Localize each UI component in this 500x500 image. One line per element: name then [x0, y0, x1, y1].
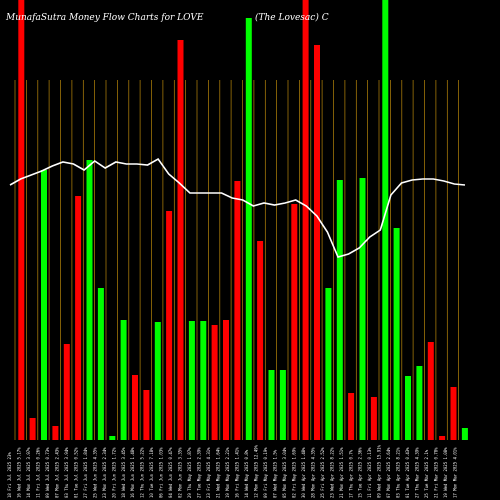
x-tick-label: 23 Mon Jun 2025 2.34%: [102, 447, 107, 498]
x-tick-label: 04 Wed Jun 2025 0.47%: [168, 447, 173, 498]
bar-up: [268, 370, 275, 440]
x-tick-label: 05 Mon May 2025 3.04%: [282, 447, 287, 498]
x-tick-label: 19 Mon May 2025 2.21%: [225, 447, 230, 498]
x-tick-label: 14 Mon Jul 2025 3.97%: [26, 447, 31, 498]
x-tick-label: 20 Fri Jun 2025 1.72%: [111, 447, 116, 498]
x-tick-label: 09 Fri May 2025 0.19%: [263, 447, 268, 498]
bar-up: [86, 160, 93, 440]
x-tick-label: 18 Wed Jun 2025 3.45%: [121, 447, 126, 498]
x-tick-label: 27 Tue May 2025 2.39%: [197, 447, 202, 498]
x-tick-label: 25 Wed Jun 2025 4.35%: [92, 447, 97, 498]
x-tick-label: 27 Thu Mar 2025 4.39%: [415, 447, 420, 498]
chart-subtitle: (The Lovesac) C: [255, 12, 329, 23]
x-tick-label: 25 Fri Apr 2025 2.52%: [320, 447, 325, 498]
bar-up: [188, 321, 195, 440]
bar-down: [234, 181, 241, 440]
x-tick-label: 14 Wed May 2025 0.8%: [244, 449, 249, 498]
bar-down: [52, 426, 59, 440]
bar-down: [348, 393, 355, 440]
x-tick-label: 02 Fri May 2025 1.69%: [291, 447, 296, 498]
x-tick-label: 07 Mon Apr 2025 2.64%: [386, 447, 391, 498]
bar-down: [302, 0, 309, 440]
bar-up: [382, 0, 389, 440]
x-tick-label: 16 Mon Jun 2025 1.48%: [130, 447, 135, 498]
bar-down: [223, 320, 229, 440]
bar-up: [405, 376, 411, 440]
x-tick-label: 23 Wed Apr 2025 8.22%: [329, 447, 334, 498]
x-tick-label: 27 Fri Jun 2025 1.84%: [83, 447, 88, 498]
x-tick-label: 01 Tue Apr 2025 0.43%: [405, 447, 410, 498]
bar-down: [29, 418, 36, 440]
bar-down: [75, 196, 82, 440]
x-tick-label: 12 Thu Jun 2025 5.22%: [140, 447, 145, 498]
bar-up: [245, 18, 252, 440]
x-tick-label: 23 Fri May 2025 4.31%: [206, 447, 211, 498]
chart-title: MunafaSutra Money Flow Charts for LOVE: [5, 13, 204, 23]
x-tick-label: 07 Mon Jul 2025 2.43%: [54, 447, 59, 498]
bar-up: [416, 366, 423, 440]
x-tick-label: 16 Wed Jul 2025 5.17%: [17, 447, 22, 498]
bar-down: [439, 436, 446, 440]
x-tick-label: 17 Mon Mar 2025 4.01%: [453, 447, 458, 498]
bar-up: [461, 428, 468, 440]
x-tick-label: 11 Fri Apr 2025 0.13%: [367, 447, 372, 498]
bar-up: [120, 320, 127, 440]
x-tick-label: 09 Wed Apr 2025 15.91%: [377, 444, 382, 498]
x-axis-tick-labels: 18 Fri Jul 2025 23% 16 Wed Jul 2025 5.17%…: [7, 444, 458, 498]
x-tick-label: 19 Wed Mar 2025 1.08%: [443, 447, 448, 498]
x-tick-label: 09 Wed Jul 2025 0.73%: [45, 447, 50, 498]
x-tick-label: 03 Thu Apr 2025 8.21%: [396, 447, 401, 498]
bar-up: [325, 288, 332, 440]
bar-down: [450, 387, 457, 440]
bar-up: [154, 322, 161, 440]
x-tick-label: 10 Tue Jun 2025 7.18%: [149, 447, 154, 498]
bar-up: [393, 228, 400, 440]
x-tick-label: 29 Thu May 2025 1.87%: [187, 447, 192, 498]
x-tick-label: 25 Tue Mar 2025 2.1%: [424, 449, 429, 498]
bar-down: [132, 375, 138, 440]
line-layer: [9, 157, 466, 258]
x-tick-label: 21 Mon Apr 2025 1.51%: [339, 447, 344, 498]
x-tick-label: 21 Fri Mar 2025 0.78%: [434, 447, 439, 498]
x-tick-label: 11 Fri Jul 2025 0.26%: [35, 447, 40, 498]
bar-up: [200, 321, 207, 440]
x-tick-label: 17 Thu Apr 2025 0.7%: [348, 449, 353, 498]
x-tick-label: 07 Wed May 2025 1.5%: [272, 449, 277, 498]
grid-lines: [14, 80, 459, 440]
bar-down: [63, 344, 70, 440]
bar-down: [143, 390, 150, 440]
bars-layer: [18, 0, 468, 440]
x-tick-label: 28 Mon Apr 2025 4.35%: [310, 447, 315, 498]
x-tick-label: 18 Fri Jul 2025 23%: [7, 452, 12, 498]
bar-down: [211, 325, 218, 440]
bar-down: [427, 342, 434, 440]
bar-up: [41, 170, 47, 440]
bar-down: [177, 40, 184, 440]
bar-up: [109, 436, 116, 440]
money-flow-line: [9, 157, 466, 258]
x-tick-label: 06 Fri Jun 2025 1.03%: [159, 447, 164, 498]
bar-up: [279, 370, 286, 440]
bar-up: [97, 288, 104, 440]
x-tick-label: 21 Wed May 2025 1.64%: [216, 447, 221, 498]
bar-down: [166, 211, 173, 440]
x-tick-label: 15 Tue Apr 2025 2.36%: [358, 447, 363, 498]
x-tick-label: 12 Mon May 2025 12.49%: [254, 444, 259, 498]
x-tick-label: 16 Fri May 2025 1.41%: [235, 447, 240, 498]
bar-down: [291, 204, 298, 440]
bar-down: [257, 241, 264, 440]
bar-down: [314, 45, 320, 440]
bar-down: [18, 0, 25, 440]
x-tick-label: 30 Wed Apr 2025 1.48%: [301, 447, 306, 498]
bar-up: [359, 178, 366, 440]
bar-up: [336, 180, 343, 440]
x-tick-label: 02 Mon Jun 2025 3.35%: [178, 447, 183, 498]
bar-down: [370, 397, 377, 440]
x-tick-label: 01 Tue Jul 2025 0.52%: [73, 447, 78, 498]
x-tick-label: 03 Thu Jul 2025 3.94%: [64, 447, 69, 498]
